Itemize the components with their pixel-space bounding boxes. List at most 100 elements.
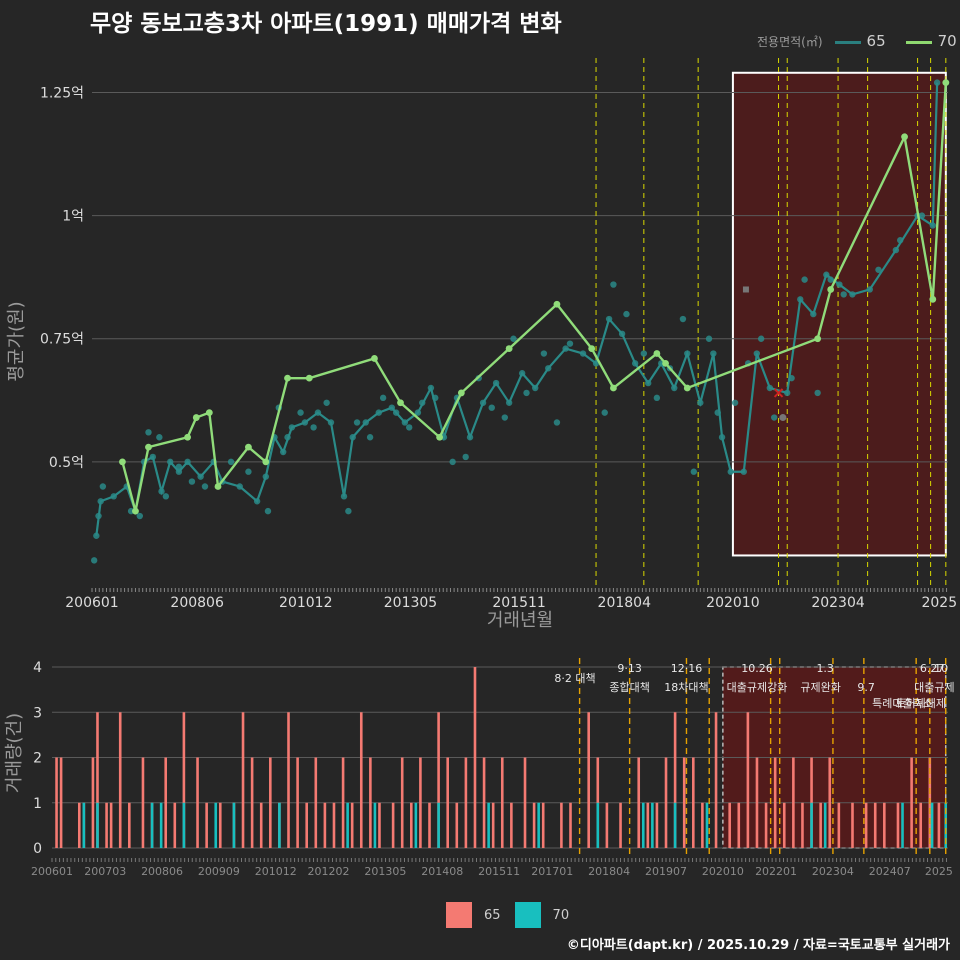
- policy-annotation: 8·2 대책: [554, 672, 595, 685]
- volume-x-tick-label: 202304: [812, 865, 854, 878]
- outlier-cross: [773, 388, 784, 398]
- volume-bar-65: [59, 757, 63, 848]
- x-tick-label: 200601: [65, 595, 118, 611]
- price-point-65: [640, 350, 648, 357]
- price-point-70: [929, 295, 937, 303]
- volume-bar-65: [792, 757, 795, 848]
- policy-annotation: 대출규제: [914, 681, 954, 694]
- price-point-70: [371, 355, 378, 362]
- volume-bar-65: [359, 712, 363, 848]
- volume-x-tick-label: 202407: [869, 865, 911, 878]
- policy-annotation: 6.27: [920, 662, 945, 675]
- volume-bar-65: [314, 757, 318, 848]
- price-point-70: [901, 133, 908, 141]
- volume-bar-65: [250, 757, 254, 848]
- volume-bar-70: [487, 802, 490, 848]
- price-point-65: [801, 276, 808, 283]
- policy-annotation: 1.3: [816, 662, 834, 675]
- price-point-65: [156, 434, 163, 441]
- volume-x-tick-label: 2025: [925, 865, 953, 878]
- volume-bar-70: [414, 802, 418, 848]
- price-point-65: [840, 291, 847, 298]
- volume-bar-70: [96, 802, 99, 848]
- volume-bar-65: [296, 757, 299, 848]
- legend: 전용면적(㎡) 65 70: [757, 32, 960, 50]
- price-point-65: [310, 424, 317, 431]
- volume-x-tick-label: 200703: [84, 865, 126, 878]
- volume-x-tick-label: 202201: [755, 865, 797, 878]
- price-point-65: [623, 310, 630, 318]
- price-point-70: [814, 335, 822, 343]
- price-point-65: [601, 409, 608, 416]
- volume-bar-65: [746, 712, 750, 848]
- volume-bar-65: [91, 757, 95, 848]
- volume-bar-65: [883, 802, 886, 848]
- volume-bar-65: [873, 802, 877, 848]
- policy-annotation: 9·13: [617, 662, 642, 675]
- volume-bar-70: [82, 802, 86, 848]
- bar-legend-swatch-70: [514, 902, 541, 928]
- volume-bar-65: [482, 757, 486, 848]
- volume-bar-65: [400, 757, 404, 848]
- price-point-65: [99, 483, 107, 490]
- price-point-65: [201, 483, 209, 490]
- price-point-70: [553, 300, 561, 308]
- volume-x-tick-label: 201804: [588, 865, 630, 878]
- price-point-70: [192, 414, 200, 421]
- price-point-65: [875, 266, 882, 273]
- volume-bar-65: [410, 802, 413, 848]
- volume-bar-70: [150, 802, 154, 848]
- price-point-65: [705, 335, 713, 342]
- volume-bar-65: [691, 757, 695, 848]
- price-point-65: [162, 493, 170, 500]
- price-point-65: [610, 281, 617, 288]
- volume-bar-70: [278, 802, 281, 848]
- x-tick-label: 202010: [706, 595, 759, 611]
- volume-bar-65: [764, 802, 768, 848]
- volume-bar-70: [930, 802, 934, 848]
- volume-bar-70: [641, 802, 645, 848]
- volume-bar-65: [109, 802, 113, 848]
- volume-bar-65: [801, 802, 804, 848]
- legend-title: 전용면적(㎡): [757, 34, 823, 49]
- volume-bar-65: [428, 802, 431, 848]
- bar-legend-label-70: 70: [552, 907, 570, 923]
- price-point-65: [814, 389, 821, 397]
- policy-annotation: 9.7: [857, 681, 875, 694]
- volume-bar-70: [214, 802, 218, 848]
- x-tick-label: 201305: [384, 595, 437, 611]
- volume-bar-65: [500, 757, 504, 848]
- policy-annotation: 대출규제강화: [727, 681, 788, 694]
- price-point-65: [227, 458, 235, 466]
- volume-x-tick-label: 200806: [141, 865, 183, 878]
- volume-bar-65: [182, 712, 186, 848]
- volume-bar-70: [823, 802, 827, 848]
- price-point-70: [436, 433, 444, 441]
- x-tick-label: 202304: [811, 595, 865, 611]
- volume-x-tick-label: 202010: [702, 865, 744, 878]
- volume-bar-65: [341, 757, 345, 848]
- volume-x-tick-label: 200909: [198, 865, 240, 878]
- price-point-65: [553, 419, 561, 426]
- outlier-dot: [779, 414, 787, 422]
- price-point-65: [449, 458, 456, 466]
- y-tick-label: 0.5억: [49, 455, 84, 471]
- volume-bar-65: [241, 712, 245, 848]
- volume-bar-70: [705, 802, 709, 848]
- volume-bar-65: [523, 757, 527, 848]
- volume-bar-65: [164, 757, 168, 848]
- volume-bar-65: [819, 802, 822, 848]
- y-axis-title: 평균가(원): [6, 301, 27, 381]
- price-point-65: [757, 335, 765, 342]
- bar-legend-swatch-65: [446, 902, 472, 928]
- volume-bar-65: [605, 802, 609, 848]
- volume-x-tick-label: 201408: [421, 865, 463, 878]
- volume-bar-70: [437, 802, 440, 848]
- volume-x-tick-label: 200601: [31, 865, 73, 878]
- price-point-65: [323, 399, 330, 406]
- policy-annotation: 특례대출축소: [872, 697, 933, 710]
- volume-bar-70: [944, 802, 948, 848]
- price-point-65: [136, 512, 143, 520]
- volume-y-tick-label: 3: [33, 705, 42, 721]
- volume-x-tick-label: 201012: [255, 865, 297, 878]
